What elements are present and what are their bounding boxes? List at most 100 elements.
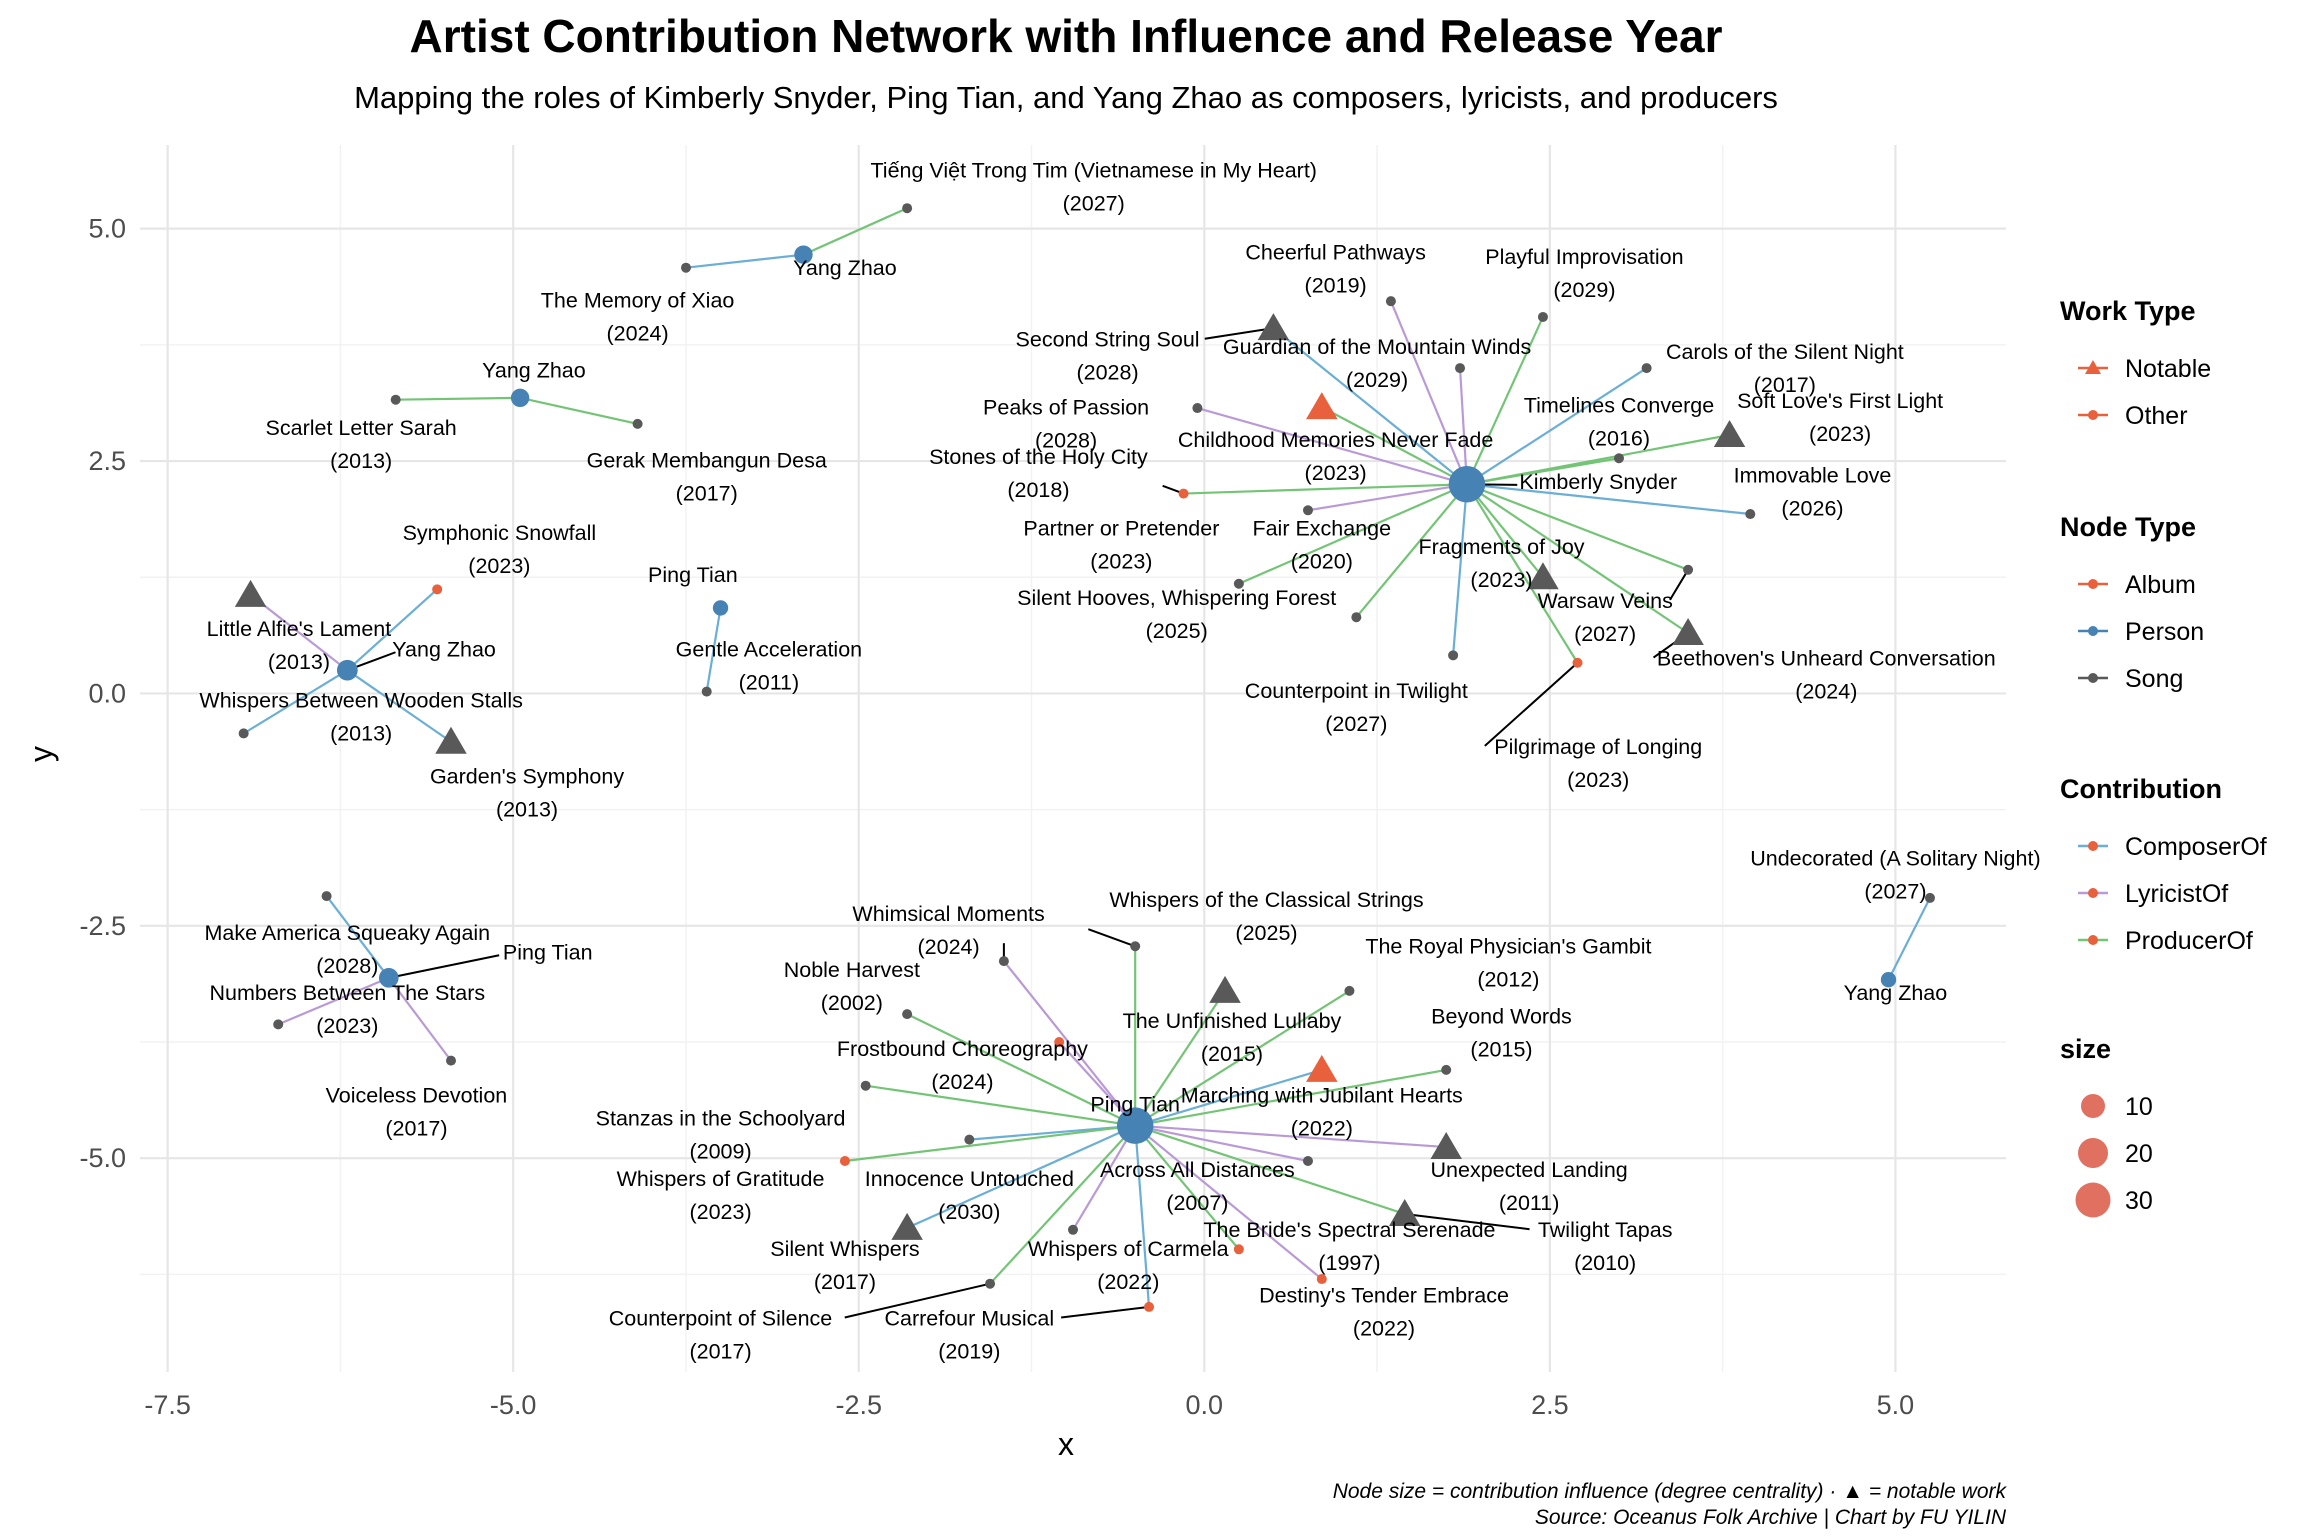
- label-name: The Memory of Xiao: [541, 289, 735, 313]
- label-name: Carols of the Silent Night: [1666, 340, 1904, 364]
- edge-composerof: [346, 669, 452, 743]
- label-name: Stones of the Holy City: [929, 445, 1148, 469]
- legend-node-type-title: Node Type: [2060, 512, 2196, 542]
- legend-lyricistof-label: LyricistOf: [2125, 880, 2228, 908]
- label-s_carmela: Whispers of Carmela (2022): [1028, 1237, 1229, 1294]
- label-n_unfinished: The Unfinished Lullaby (2015): [1123, 1009, 1342, 1066]
- label-name: Whispers Between Wooden Stalls: [199, 688, 522, 712]
- legend-key-size: [2078, 1138, 2108, 1168]
- label-year: (2002): [821, 991, 883, 1015]
- node-a_destiny: [1316, 1274, 1327, 1285]
- edge-composerof: [705, 607, 722, 692]
- y-tick-label: 0.0: [88, 678, 126, 708]
- label-year: (2011): [739, 670, 800, 694]
- node-s_scarlet: [390, 394, 401, 405]
- edge-lyricistof: [1003, 960, 1137, 1127]
- label-year: (2029): [1346, 368, 1408, 392]
- edge-lyricistof: [1197, 407, 1468, 486]
- node-n_alfie-notable: [234, 579, 267, 607]
- label-n_bride: The Bride's Spectral Serenade (1997): [1203, 1218, 1495, 1275]
- label-name: Soft Love's First Light: [1737, 389, 1943, 413]
- label-name: Counterpoint of Silence: [609, 1307, 833, 1331]
- label-name: Carrefour Musical: [884, 1307, 1054, 1331]
- legend-key-circle: [2088, 888, 2098, 898]
- label-s_whimsical: Whimsical Moments (2024): [852, 902, 1044, 959]
- y-tick-label: 5.0: [88, 214, 126, 244]
- label-name: Partner or Pretender: [1023, 516, 1219, 540]
- node-s_royal: [1344, 985, 1355, 996]
- label-s_tv: Tiếng Việt Trong Tim (Vietnamese in My H…: [870, 159, 1317, 216]
- edge-producerof: [865, 1084, 1136, 1127]
- label-year: (2013): [330, 721, 392, 745]
- node-s_stanzas: [860, 1080, 871, 1091]
- label-a_symph: Symphonic Snowfall (2023): [403, 521, 597, 578]
- label-s_stanzas: Stanzas in the Schoolyard (2009): [596, 1107, 846, 1164]
- node-n_carols-notable: [1713, 420, 1746, 448]
- label-name: The Royal Physician's Gambit: [1365, 935, 1651, 959]
- node-pt3: [378, 968, 399, 988]
- node-n_unfinished-notable: [1209, 975, 1241, 1003]
- node-s_classical: [1130, 941, 1141, 952]
- label-year: (2015): [1201, 1042, 1263, 1066]
- legend: Work Type Node Type Contribution size No…: [2060, 296, 2267, 1218]
- label-year: (2028): [1035, 429, 1097, 453]
- legend-key-size: [2075, 1182, 2111, 1218]
- leader-n_twilight: [1404, 1212, 1530, 1231]
- label-s_voiceless: Voiceless Devotion (2017): [326, 1083, 508, 1140]
- label-year: (2027): [1325, 712, 1387, 736]
- label-name: Cheerful Pathways: [1245, 240, 1425, 264]
- label-year: (2026): [1781, 496, 1843, 520]
- edge-lyricistof: [249, 594, 349, 672]
- label-name: Across All Distances: [1100, 1158, 1295, 1182]
- label-year: (2020): [1291, 549, 1353, 573]
- label-year: (2024): [918, 935, 980, 959]
- label-year: (2017): [814, 1270, 876, 1294]
- label-a_gratitude: Whispers of Gratitude (2023): [617, 1167, 825, 1224]
- label-name: Second String Soul: [1016, 328, 1200, 352]
- x-axis-title: x: [1058, 1426, 1074, 1462]
- edge-producerof: [1134, 989, 1351, 1127]
- edge-composerof: [1887, 897, 1931, 981]
- node-a_stones: [1178, 488, 1189, 499]
- label-name: Yang Zhao: [482, 358, 586, 382]
- node-ks: [1448, 466, 1486, 503]
- y-axis-title: y: [23, 746, 59, 762]
- node-a_frostbound: [1054, 1037, 1065, 1048]
- node-s_voiceless: [446, 1055, 456, 1066]
- legend-size-title: size: [2060, 1034, 2111, 1064]
- edge-lyricistof: [1389, 300, 1468, 485]
- node-a_childhood-notable: [1306, 392, 1338, 420]
- legend-key-circle: [2088, 579, 2098, 589]
- label-s_fair: Fair Exchange (2020): [1252, 516, 1391, 573]
- label-pt3: Ping Tian: [503, 940, 593, 964]
- edge-lyricistof: [1134, 1124, 1323, 1280]
- label-s_classical: Whispers of the Classical Strings (2025): [1109, 888, 1423, 945]
- label-year: (2024): [931, 1070, 993, 1094]
- edge-producerof: [844, 1124, 1136, 1163]
- edge-composerof: [1134, 1068, 1323, 1127]
- legend-node-album-label: Album: [2125, 571, 2196, 599]
- label-name: Undecorated (A Solitary Night): [1750, 846, 2040, 870]
- legend-node-song-label: Song: [2125, 665, 2183, 693]
- label-year: (2009): [689, 1140, 751, 1164]
- edge-composerof: [346, 588, 438, 672]
- node-s_timelines: [1641, 363, 1652, 374]
- label-year: (2017): [689, 1340, 751, 1364]
- y-tick-label: -2.5: [79, 911, 126, 941]
- label-year: (2019): [1305, 273, 1367, 297]
- label-pt2: Ping Tian: [648, 563, 738, 587]
- edge-composerof: [1272, 327, 1468, 486]
- edge-producerof: [989, 1124, 1137, 1285]
- label-year: (2011): [1499, 1191, 1560, 1215]
- x-tick-label: 2.5: [1531, 1390, 1569, 1420]
- node-s_cpsilence: [985, 1278, 996, 1289]
- label-name: Silent Whispers: [770, 1237, 919, 1261]
- x-tick-label: -2.5: [835, 1390, 882, 1420]
- node-yz4: [1880, 972, 1897, 988]
- legend-work-type-title: Work Type: [2060, 296, 2196, 326]
- label-s_whisperswood: Whispers Between Wooden Stalls (2013): [199, 688, 522, 745]
- label-n_guardian: Guardian of the Mountain Winds (2029): [1223, 335, 1531, 392]
- label-yz2: Yang Zhao: [482, 358, 586, 382]
- label-name: Yang Zhao: [793, 256, 897, 280]
- label-year: (2013): [268, 650, 330, 674]
